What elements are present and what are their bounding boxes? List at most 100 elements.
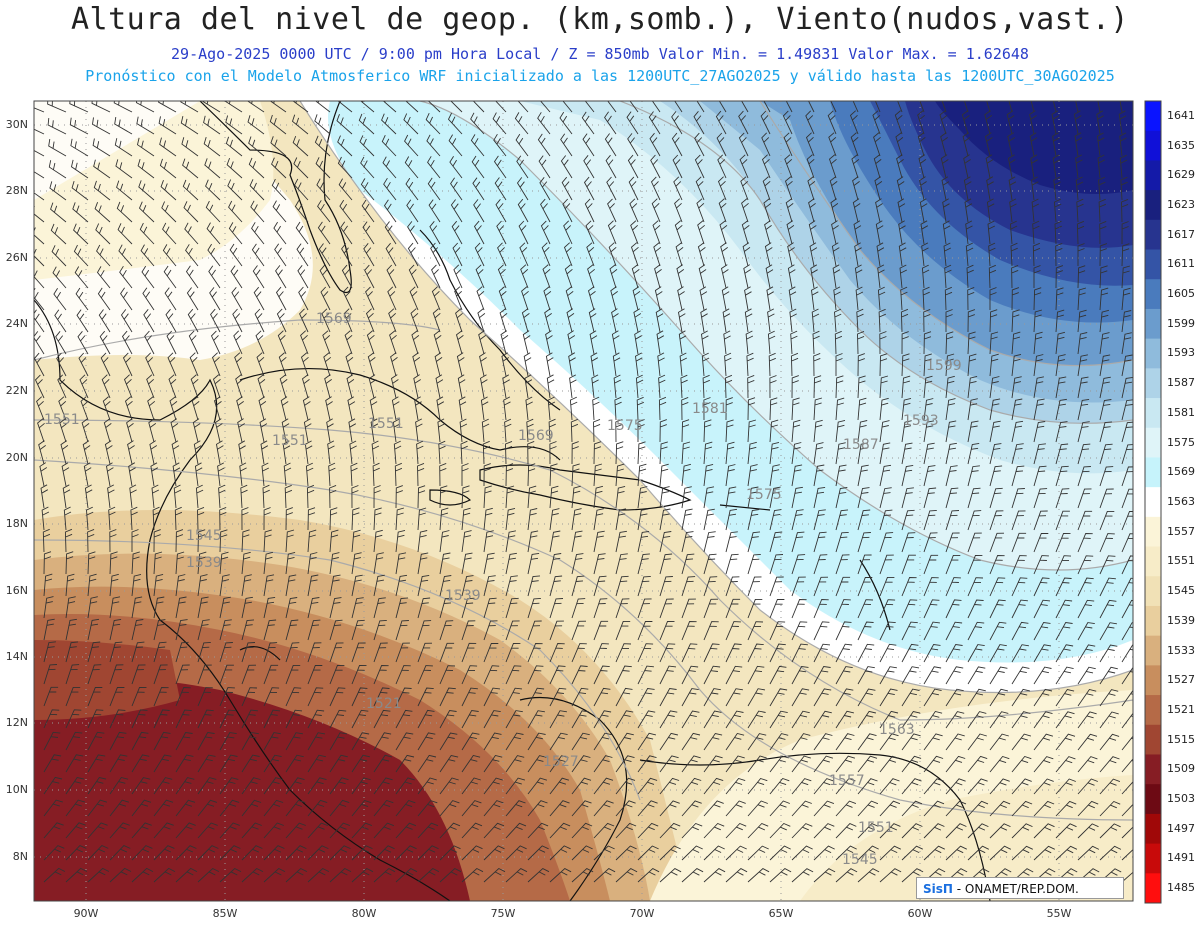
wind-barb — [901, 823, 923, 839]
wind-barb — [1011, 688, 1030, 707]
wind-barb — [1033, 823, 1055, 839]
wind-barb — [989, 823, 1011, 839]
wind-barb — [1055, 331, 1066, 355]
wind-barb — [417, 507, 427, 531]
wind-barb — [637, 845, 659, 861]
lat-label: 30N — [5, 118, 28, 131]
wind-barb — [765, 264, 774, 289]
wind-barb — [1011, 420, 1024, 443]
wind-barb — [461, 687, 478, 707]
wind-barb — [175, 777, 195, 795]
wind-barb — [219, 867, 242, 883]
wind-barb — [808, 220, 817, 245]
wind-barb — [439, 822, 461, 839]
wind-barb — [787, 242, 795, 267]
wind-barb — [159, 137, 177, 157]
wind-barb — [1054, 220, 1062, 245]
wind-barb — [791, 599, 807, 619]
wind-barb — [659, 598, 674, 619]
wind-barb — [783, 132, 793, 157]
wind-barb — [989, 666, 1008, 685]
wind-barb — [293, 157, 309, 179]
wind-barb — [963, 176, 972, 201]
wind-barb — [1118, 110, 1127, 135]
wind-barb — [718, 198, 727, 223]
wind-barb — [724, 374, 733, 399]
wind-barb — [184, 222, 199, 245]
wind-barb — [901, 755, 922, 773]
wind-barb — [813, 554, 828, 575]
wind-barb — [219, 529, 228, 553]
wind-barb — [153, 551, 163, 575]
wind-barb — [813, 621, 830, 641]
wind-barb — [1055, 354, 1066, 377]
wind-barb — [635, 352, 643, 377]
wind-barb — [784, 154, 793, 179]
wind-barb — [791, 778, 812, 795]
wind-barb — [967, 442, 980, 465]
colorbar-swatch — [1145, 813, 1161, 845]
wind-barb — [835, 800, 857, 817]
wind-barb — [373, 799, 394, 817]
wind-barb — [351, 642, 366, 663]
wind-barb — [162, 222, 177, 245]
wind-barb — [769, 598, 785, 619]
wind-barb — [39, 462, 48, 487]
wind-barb — [681, 576, 696, 597]
wind-barb — [615, 643, 632, 663]
wind-barb — [87, 528, 95, 553]
wind-barb — [1099, 533, 1115, 553]
wind-barb — [659, 508, 671, 531]
wind-barb — [231, 287, 243, 311]
wind-barb — [43, 664, 58, 685]
wind-barb — [545, 352, 554, 377]
wind-barb — [791, 531, 805, 553]
wind-barb — [879, 643, 897, 663]
wind-barb — [436, 396, 445, 421]
wind-barb — [769, 464, 780, 487]
wind-barb — [805, 110, 815, 135]
wind-barb — [478, 330, 486, 355]
wind-barb — [101, 374, 111, 399]
wind-barb — [637, 800, 658, 817]
valid-time-subtitle: 29-Ago-2025 0000 UTC / 9:00 pm Hora Loca… — [171, 45, 1029, 63]
wind-barb — [725, 486, 737, 509]
wind-barb — [1011, 488, 1025, 509]
wind-barb — [329, 507, 338, 531]
wind-barb — [197, 777, 217, 795]
wind-barb — [699, 286, 708, 311]
wind-barb — [461, 845, 483, 861]
wind-barb — [269, 114, 287, 135]
wind-barb — [738, 132, 749, 157]
wind-barb — [961, 110, 970, 135]
wind-barb — [189, 352, 199, 377]
wind-barb — [764, 220, 772, 245]
wind-barb — [149, 440, 158, 465]
wind-barb — [918, 154, 927, 179]
wind-barb — [329, 822, 351, 839]
wind-barb — [417, 530, 428, 553]
wind-barb — [42, 528, 51, 553]
wind-barb — [761, 154, 771, 179]
wind-barb — [34, 107, 45, 113]
wind-barb — [967, 644, 985, 663]
wind-barb — [593, 598, 608, 619]
wind-barb — [878, 308, 886, 333]
wind-barb — [109, 641, 123, 663]
wind-barb — [517, 101, 529, 113]
wind-barb — [785, 198, 794, 223]
wind-barb — [571, 643, 587, 663]
wind-barb — [439, 777, 459, 795]
wind-barb — [516, 177, 529, 201]
wind-barb — [717, 176, 727, 201]
wind-barb — [65, 618, 77, 641]
wind-barb — [769, 665, 787, 685]
wind-barb — [766, 286, 774, 311]
wind-barb — [1121, 332, 1132, 355]
wind-barb — [768, 352, 776, 377]
colorbar-label: 1509 — [1167, 762, 1195, 776]
wind-barb — [153, 596, 165, 619]
wind-barb — [473, 220, 485, 245]
wind-barb — [175, 619, 188, 641]
wind-barb — [329, 484, 337, 509]
